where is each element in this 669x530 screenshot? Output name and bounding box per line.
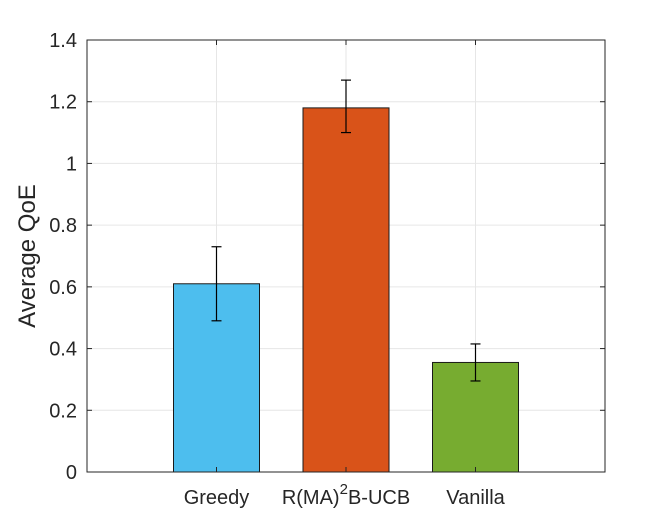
bars-group [173, 107, 519, 473]
y-tick-label: 1.2 [49, 92, 77, 114]
y-axis-label: Average QoE [14, 184, 41, 328]
x-tick-label: Greedy [184, 487, 250, 509]
y-tick-label: 0.2 [49, 400, 77, 422]
y-tick-label: 1.4 [49, 30, 77, 52]
x-tick-label: R(MA)2B-UCB [282, 481, 410, 509]
y-tick-label: 0.4 [49, 339, 77, 361]
bar-2 [302, 107, 390, 473]
y-tick-label: 0 [66, 462, 77, 484]
y-tick-label: 0.8 [49, 215, 77, 237]
error-bars-group [211, 79, 481, 382]
x-tick-label: Vanilla [446, 487, 505, 509]
y-tick-label: 1 [66, 153, 77, 175]
y-axis-ticks: 0 0.2 0.4 0.6 0.8 1 1.2 1.4 [49, 30, 605, 484]
x-axis-ticks: Greedy R(MA)2B-UCB Vanilla [184, 40, 506, 509]
y-tick-label: 0.6 [49, 277, 77, 299]
